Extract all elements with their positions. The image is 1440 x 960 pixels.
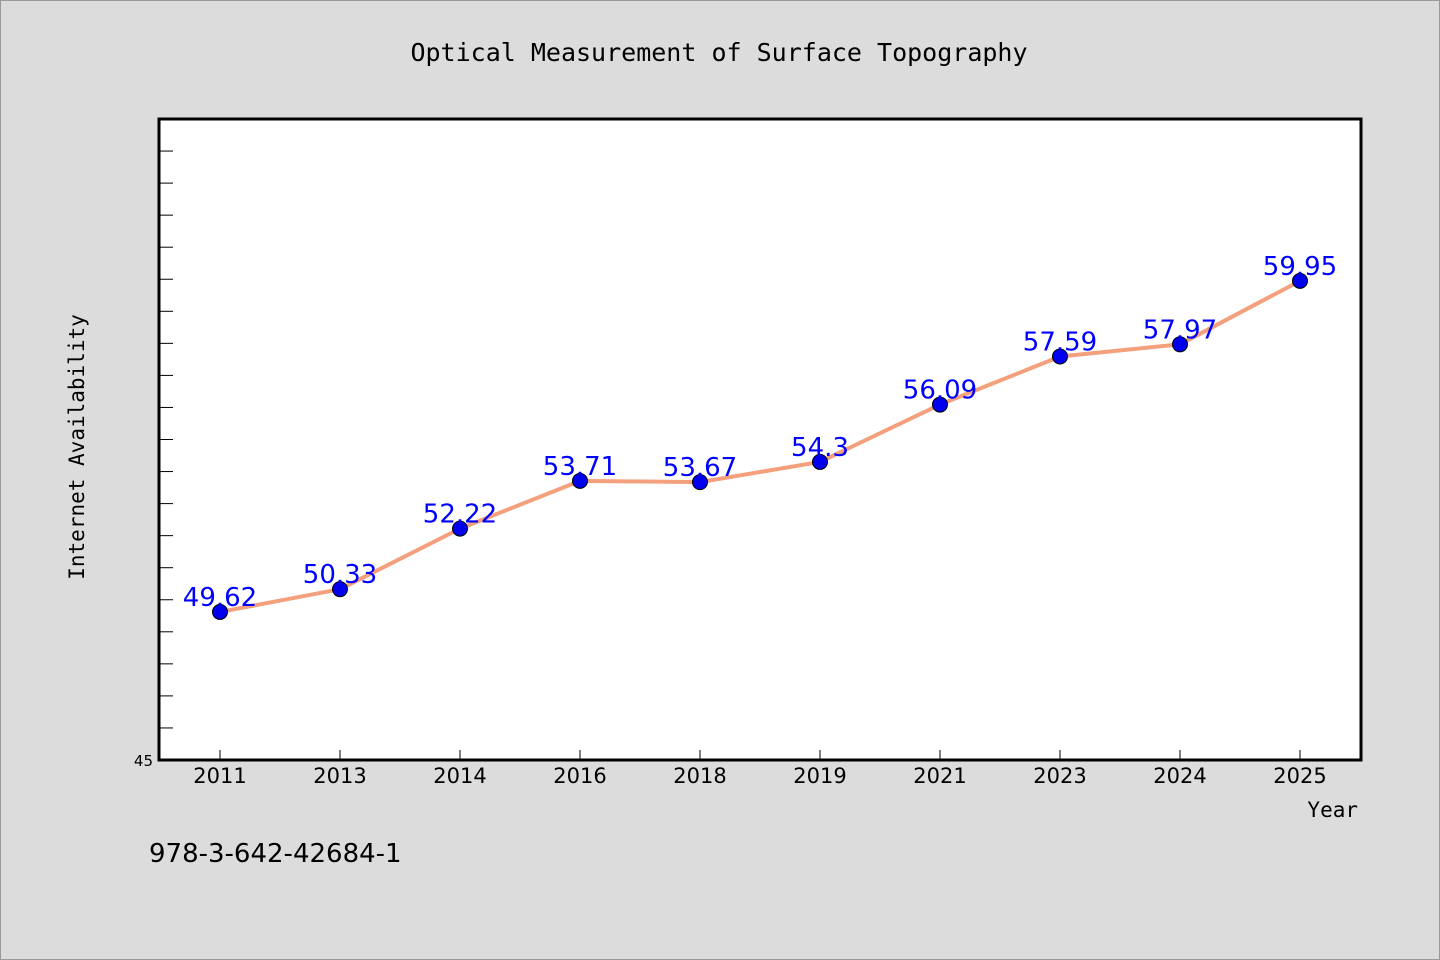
data-point: [932, 396, 948, 413]
x-axis-label: Year: [1307, 798, 1358, 822]
series-line: [218, 278, 1302, 614]
data-point: [692, 474, 708, 491]
x-tick-label: 2016: [553, 764, 606, 788]
x-tick-label: 2018: [673, 764, 726, 788]
data-point: [1172, 336, 1188, 353]
x-tick-label: 2019: [793, 764, 846, 788]
x-tick-label: 2024: [1153, 764, 1206, 788]
data-label: 52.22: [423, 500, 497, 530]
data-point: [1292, 272, 1308, 289]
data-point: [812, 453, 828, 470]
data-label: 57.59: [1023, 327, 1097, 357]
y-tick-label: 45: [134, 752, 153, 770]
x-tick-label: 2025: [1273, 764, 1326, 788]
plot-area: [157, 117, 1363, 762]
data-label: 57.97: [1143, 315, 1217, 345]
footer-code: 978-3-642-42684-1: [149, 839, 402, 869]
data-label: 59.95: [1263, 252, 1337, 282]
chart-title: Optical Measurement of Surface Topograph…: [410, 38, 1027, 67]
x-tick-label: 2023: [1033, 764, 1086, 788]
x-axis-ticks: 2011 2013 2014 2016 2018 2019 2021 2023 2024 2025: [193, 750, 1327, 788]
x-tick-label: 2011: [193, 764, 246, 788]
series-group: [212, 272, 1308, 620]
x-tick-label: 2021: [913, 764, 966, 788]
data-point: [1052, 348, 1068, 365]
data-label: 54.3: [791, 433, 849, 463]
data-label: 53.71: [543, 452, 617, 482]
data-label: 56.09: [903, 376, 977, 406]
data-point: [452, 520, 468, 537]
data-point: [332, 581, 348, 598]
data-labels-group: 49.62 50.33 52.22 53.71 53.67 54.3 56.09 57.59 5…: [183, 252, 1337, 613]
data-point: [572, 472, 588, 489]
y-axis-ticks: [159, 150, 173, 729]
data-label: 49.62: [183, 583, 257, 613]
y-axis-label: Internet Availability: [65, 314, 89, 580]
x-tick-label: 2014: [433, 764, 486, 788]
data-label: 50.33: [303, 560, 377, 590]
data-point: [212, 603, 228, 620]
data-label: 53.67: [663, 453, 737, 483]
x-tick-label: 2013: [313, 764, 366, 788]
